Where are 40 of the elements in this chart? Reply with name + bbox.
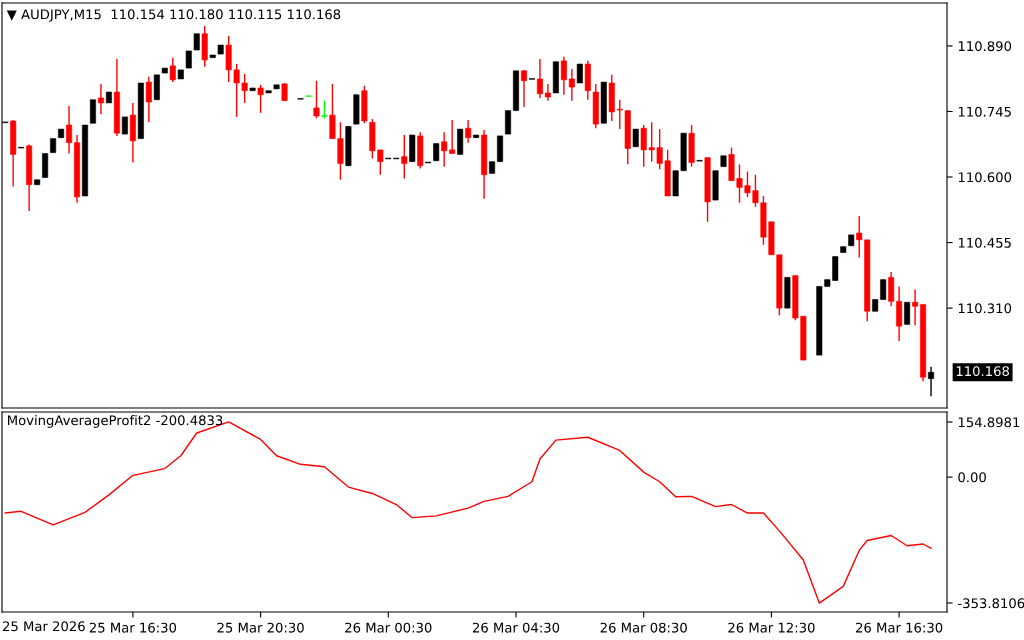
- text: 25 Mar 2026: [2, 621, 85, 632]
- x-tick-label: 26 Mar 08:30: [600, 622, 687, 633]
- x-tick-label: 26 Mar 16:30: [856, 622, 943, 633]
- y-tick-label: 154.8981: [958, 417, 1020, 428]
- chart-title: ▼ AUDJPY,M15 110.154 110.180 110.115 110.168: [6, 9, 341, 22]
- candlestick: [505, 109, 512, 135]
- y-tick-label: 110.745: [958, 106, 1011, 117]
- candlestick: [928, 366, 935, 397]
- candlestick: [536, 58, 543, 99]
- x-tick-label: 25 Mar 16:30: [89, 622, 177, 633]
- text: 110.168: [956, 366, 1009, 377]
- candlestick: [520, 69, 527, 108]
- candlestick: [145, 75, 152, 124]
- x-tick-label: 26 Mar 04:30: [472, 622, 560, 633]
- candlestick: [169, 56, 176, 83]
- y-tick-label: 0.00: [958, 472, 986, 483]
- candlestick: [97, 83, 104, 115]
- candlestick: [576, 63, 583, 84]
- candlestick: [888, 271, 895, 307]
- x-tick-label: 26 Mar 00:30: [345, 622, 432, 633]
- candlestick: [904, 301, 911, 326]
- y-tick-label: -353.8106: [958, 598, 1024, 609]
- candlestick: [568, 68, 575, 102]
- candlestick: [544, 83, 551, 102]
- candlestick: [560, 56, 567, 96]
- y-tick-label: 110.600: [958, 172, 1012, 183]
- candlestick: [465, 119, 472, 144]
- y-tick-label: 110.310: [958, 303, 1012, 314]
- x-tick-label: 25 Mar 20:30: [217, 622, 304, 633]
- y-tick-label: 110.455: [958, 237, 1011, 248]
- candlestick: [313, 80, 320, 119]
- candlestick: [89, 99, 96, 124]
- x-tick-label: 26 Mar 12:30: [728, 622, 815, 633]
- candlestick: [66, 105, 73, 155]
- candlestick: [912, 288, 919, 326]
- candlestick: [257, 84, 264, 114]
- candlestick: [42, 152, 49, 179]
- y-tick-label: 110.890: [958, 41, 1012, 52]
- candlestick: [401, 134, 408, 180]
- chart-title: MovingAverageProfit2 -200.4833: [8, 415, 223, 428]
